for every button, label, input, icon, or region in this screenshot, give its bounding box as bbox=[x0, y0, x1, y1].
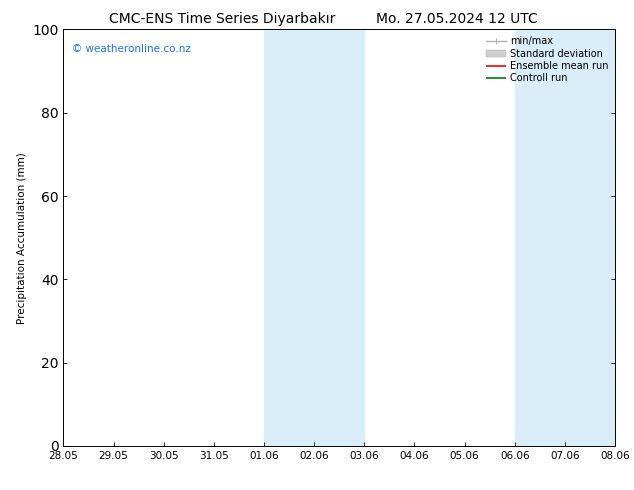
Bar bbox=[264, 29, 365, 446]
Y-axis label: Precipitation Accumulation (mm): Precipitation Accumulation (mm) bbox=[16, 152, 27, 323]
Text: © weatheronline.co.nz: © weatheronline.co.nz bbox=[72, 44, 191, 54]
Bar bbox=[515, 29, 615, 446]
Legend: min/max, Standard deviation, Ensemble mean run, Controll run: min/max, Standard deviation, Ensemble me… bbox=[484, 34, 610, 85]
Text: Mo. 27.05.2024 12 UTC: Mo. 27.05.2024 12 UTC bbox=[375, 12, 538, 26]
Text: CMC-ENS Time Series Diyarbakır: CMC-ENS Time Series Diyarbakır bbox=[108, 12, 335, 26]
